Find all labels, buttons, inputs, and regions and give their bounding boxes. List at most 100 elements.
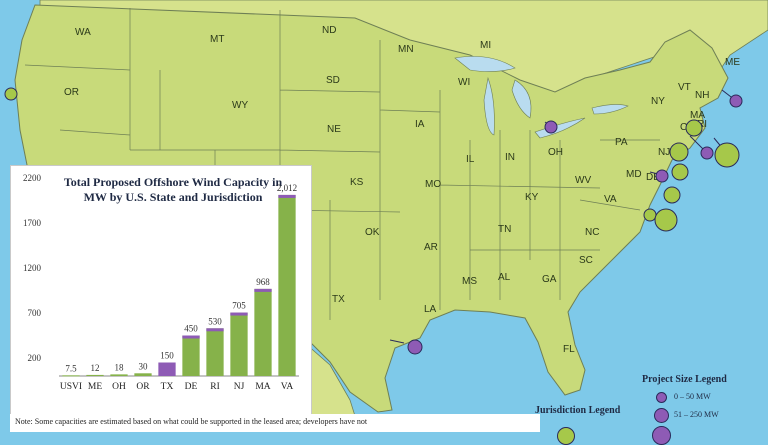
bubble-nj-1 [669, 142, 689, 162]
bubble-va-1 [643, 208, 657, 222]
state-label-il: IL [466, 154, 475, 165]
state-label-wi: WI [458, 77, 470, 88]
medium-bubble-icon [654, 408, 669, 423]
category-label-or: OR [136, 382, 150, 392]
capacity-bar-chart: 200 700 1200 1700 2200 Total Proposed Offshor… [23, 173, 299, 392]
lake-huron [511, 79, 532, 119]
state-label-mo: MO [425, 179, 441, 190]
value-label-ma: 968 [256, 277, 270, 287]
size-item-small: 0 – 50 MW [674, 392, 711, 401]
category-label-usvi: USVI [60, 382, 82, 392]
bubble-me [729, 94, 743, 108]
state-label-wv: WV [575, 175, 591, 186]
state-label-nc: NC [585, 227, 599, 238]
capacity-chart-panel: 200 700 1200 1700 2200 Total Proposed Offshor… [10, 165, 312, 415]
category-label-oh: OH [112, 382, 126, 392]
bar-ma [254, 288, 272, 376]
project-size-legend: Project Size Legend 0 – 50 MW 51 – 250 M… [632, 370, 768, 445]
category-label-va: VA [281, 382, 294, 392]
state-label-wa: WA [75, 27, 91, 38]
state-label-va: VA [604, 194, 617, 205]
state-label-de: DE [646, 172, 660, 183]
value-label-de: 450 [184, 324, 198, 334]
value-label-ri: 530 [208, 316, 222, 326]
state-label-mi: MI [480, 40, 491, 51]
bar-tx [158, 362, 176, 376]
bubble-ma-1 [685, 119, 703, 137]
state-label-mn: MN [398, 44, 414, 55]
size-item-medium: 51 – 250 MW [674, 410, 719, 419]
y-tick-label: 2200 [23, 173, 42, 183]
state-label-md: MD [626, 169, 642, 180]
bar-de [182, 335, 200, 376]
bar-or [134, 373, 152, 376]
value-label-va: 2,012 [277, 183, 297, 193]
state-label-ms: MS [462, 276, 477, 287]
lake-michigan [483, 76, 495, 136]
state-label-al: AL [498, 272, 511, 283]
chart-title: MW by U.S. State and Jurisdiction [84, 190, 263, 204]
footnote: Note: Some capacities are estimated base… [10, 414, 540, 432]
state-label-ok: OK [365, 227, 380, 238]
state-label-ia: IA [415, 119, 425, 130]
bar-usvi [62, 375, 80, 377]
state-label-ny: NY [651, 96, 665, 107]
value-label-oh: 18 [115, 362, 125, 372]
value-label-or: 30 [139, 361, 149, 371]
state-label-nj: NJ [658, 147, 670, 158]
bar-va [278, 194, 296, 376]
state-label-pa: PA [615, 137, 628, 148]
bubble-or [4, 87, 18, 101]
bubble-de [655, 169, 669, 183]
bar-ri [206, 328, 224, 376]
state-label-wy: WY [232, 100, 248, 111]
bar-cap-nj [230, 312, 248, 316]
bubble-md [663, 186, 681, 204]
state-label-nd: ND [322, 25, 336, 36]
bubble-ma-2 [714, 142, 740, 168]
large-bubble-icon [652, 426, 671, 445]
category-label-me: ME [88, 382, 102, 392]
bubble-ri [700, 146, 714, 160]
state-label-in: IN [505, 152, 515, 163]
bar-cap-de [182, 335, 200, 339]
lake-ontario [591, 104, 629, 115]
bar-me [86, 374, 104, 376]
state-label-nh: NH [695, 90, 709, 101]
state-label-or: OR [64, 87, 79, 98]
y-tick-label: 1700 [23, 218, 42, 228]
value-label-tx: 150 [160, 351, 174, 361]
y-tick-label: 700 [28, 308, 42, 318]
chart-title: Total Proposed Offshore Wind Capacity in [64, 175, 283, 189]
category-label-nj: NJ [234, 382, 245, 392]
state-label-ne: NE [327, 124, 341, 135]
bar-cap-ma [254, 288, 272, 292]
state-label-sc: SC [579, 255, 593, 266]
project-size-legend-title: Project Size Legend [642, 374, 727, 385]
jurisdiction-bubble-icon [557, 427, 575, 445]
category-label-de: DE [185, 382, 198, 392]
state-label-me: ME [725, 57, 740, 68]
y-tick-label: 1200 [23, 263, 42, 273]
state-label-fl: FL [563, 344, 575, 355]
state-label-ma: MA [690, 110, 705, 121]
state-label-ar: AR [424, 242, 438, 253]
state-label-ks: KS [350, 177, 364, 188]
category-label-tx: TX [161, 382, 174, 392]
bubble-nj-2 [671, 163, 689, 181]
bubble-va-2 [654, 208, 678, 232]
state-label-mt: MT [210, 34, 224, 45]
lake-superior [454, 56, 516, 72]
state-label-ri: RI [697, 119, 707, 130]
jurisdiction-legend-title: Jurisdiction Legend [535, 405, 621, 416]
bar-nj [230, 312, 248, 376]
bar-oh [110, 374, 128, 376]
state-label-sd: SD [326, 75, 340, 86]
bar-cap-ri [206, 328, 224, 332]
state-label-ga: GA [542, 274, 557, 285]
bubble-tx [407, 339, 423, 355]
bubble-oh [544, 120, 558, 134]
state-label-tx: TX [332, 294, 345, 305]
value-label-nj: 705 [232, 301, 246, 311]
state-label-oh: OH [548, 147, 563, 158]
